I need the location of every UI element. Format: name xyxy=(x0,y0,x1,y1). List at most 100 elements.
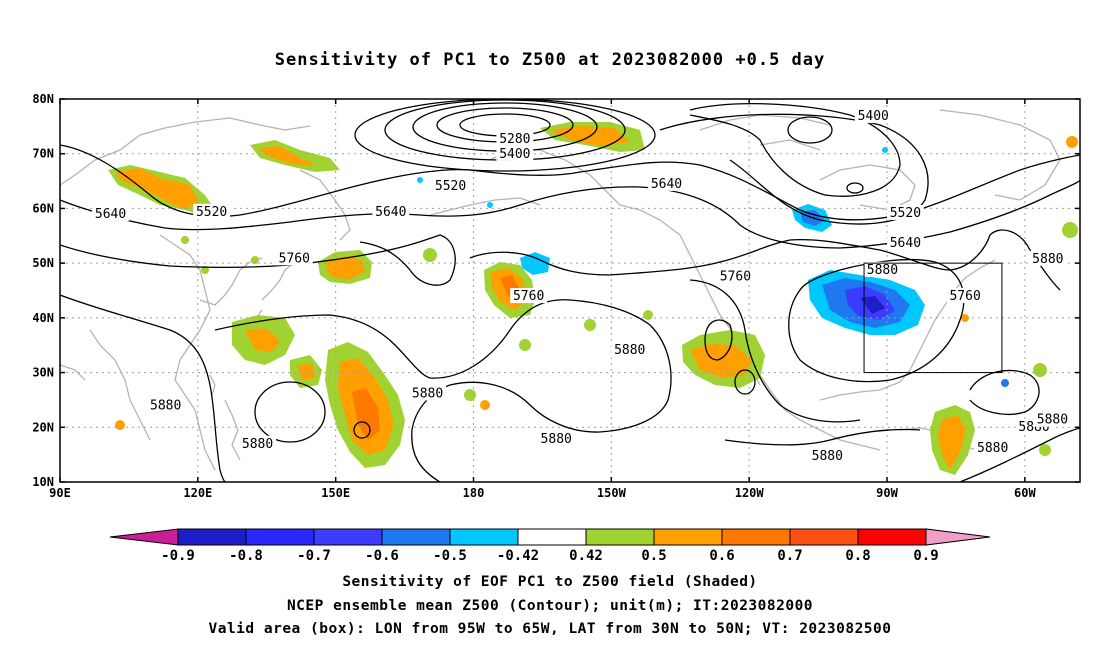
contour-label: 5760 xyxy=(949,289,980,304)
contour-label-bg xyxy=(808,447,846,463)
colorbar-segment xyxy=(381,528,451,546)
colorbar-label: 0.8 xyxy=(845,548,870,564)
contour-label-bg xyxy=(372,203,410,219)
grid-lines xyxy=(60,99,1080,482)
lat-label: 80N xyxy=(32,92,54,106)
colorbar-segment xyxy=(449,528,519,546)
contour-label: 5760 xyxy=(720,269,751,284)
contour-label: 5520 xyxy=(196,205,227,220)
colorbar-label: 0.6 xyxy=(709,548,734,564)
valid-area-box xyxy=(863,262,1003,374)
caption-valid-area: Valid area (box): LON from 95W to 65W, L… xyxy=(208,621,892,637)
lat-label: 20N xyxy=(32,420,54,434)
contour-label-bg xyxy=(854,108,892,124)
contour-label: 5520 xyxy=(890,206,921,221)
colorbar-label: -0.9 xyxy=(161,548,195,564)
colorbar-label: -0.42 xyxy=(497,548,539,564)
lon-label: 150W xyxy=(597,486,627,500)
contour-label-bg xyxy=(409,385,446,401)
contour-label-bg xyxy=(1029,250,1067,266)
contour-label: 5280 xyxy=(499,132,530,147)
colorbar-left-arrow xyxy=(109,528,179,546)
lon-label: 60W xyxy=(1014,486,1036,500)
contour-label-bg xyxy=(496,131,534,147)
z500-contours xyxy=(60,99,1080,482)
contour-label: 5880 xyxy=(977,441,1008,456)
lat-label: 70N xyxy=(32,147,54,161)
contour-label: 5880 xyxy=(1037,413,1068,428)
contour-label-bg xyxy=(717,268,754,284)
contour-label: 5520 xyxy=(435,179,466,194)
colorbar-segment xyxy=(177,528,247,546)
contour-label: 5880 xyxy=(1032,252,1063,267)
colorbar-label: -0.5 xyxy=(433,548,467,564)
colorbar-right-arrow xyxy=(925,528,991,546)
colorbar-label: -0.6 xyxy=(365,548,399,564)
colorbar: -0.9 -0.8 -0.7 -0.6 -0.5 -0.42 0.42 0.5 0.6 0.7 0.… xyxy=(109,528,991,564)
contour-label-bg xyxy=(1034,411,1071,427)
contour-label-bg xyxy=(946,288,984,304)
contour-label: 5760 xyxy=(279,251,310,266)
sensitivity-shading xyxy=(108,122,1078,475)
contour-label: 5880 xyxy=(812,449,843,464)
colorbar-label: 0.42 xyxy=(569,548,603,564)
contour-label: 5640 xyxy=(375,205,406,220)
colorbar-label: 0.5 xyxy=(641,548,666,564)
lon-label: 90W xyxy=(876,486,898,500)
caption-contour: NCEP ensemble mean Z500 (Contour); unit(… xyxy=(286,598,814,614)
contour-label-bg xyxy=(496,145,534,161)
contour-label-bg xyxy=(193,203,231,219)
colorbar-segment xyxy=(789,528,859,546)
colorbar-segment xyxy=(653,528,723,546)
lon-label: 90E xyxy=(49,486,71,500)
lat-label: 10N xyxy=(32,475,54,489)
lon-label: 120W xyxy=(735,486,765,500)
contour-label: 5400 xyxy=(858,109,889,124)
contour-label: 5880 xyxy=(867,263,898,278)
colorbar-segment xyxy=(517,528,587,546)
contour-label: 5880 xyxy=(150,398,181,413)
colorbar-segment xyxy=(245,528,315,546)
contour-label-bg xyxy=(974,440,1012,456)
contour-label-bg xyxy=(92,205,129,221)
contour-label-bg xyxy=(239,435,276,451)
contour-label-bg xyxy=(537,430,575,446)
figure-title: Sensitivity of PC1 to Z500 at 2023082000… xyxy=(274,50,826,70)
colorbar-label: -0.7 xyxy=(297,548,331,564)
contour-label: 5400 xyxy=(499,147,530,162)
contour-label-bg xyxy=(432,178,469,194)
contour-label-bg xyxy=(611,342,649,358)
contour-label: 5640 xyxy=(890,236,921,251)
longitude-axis: 90E 120E 150E 180 150W 120W 90W 60W xyxy=(49,99,1036,500)
contour-label-bg xyxy=(887,234,924,250)
lon-label: 120E xyxy=(183,486,212,500)
contour-label: 5640 xyxy=(651,177,682,192)
colorbar-label: 0.7 xyxy=(777,548,802,564)
colorbar-segment xyxy=(313,528,383,546)
contour-label: 5640 xyxy=(95,207,126,222)
colorbar-segment xyxy=(721,528,791,546)
contour-label-bg xyxy=(648,175,685,191)
contour-label-bg xyxy=(275,250,313,266)
lon-label: 180 xyxy=(463,486,485,500)
lat-label: 40N xyxy=(32,311,54,325)
contour-label: 5760 xyxy=(513,289,544,304)
lon-label: 150E xyxy=(321,486,350,500)
contour-label-bg xyxy=(887,204,924,220)
latitude-axis: 80N 70N 60N 50N 40N 30N 20N 10N xyxy=(32,92,1080,489)
colorbar-label: 0.9 xyxy=(913,548,938,564)
plot-frame xyxy=(59,98,1081,483)
contour-label-bg xyxy=(510,288,548,304)
contour-label: 5880 xyxy=(242,437,273,452)
contour-label: 5880 xyxy=(541,432,572,447)
contour-label-bg xyxy=(147,397,185,413)
contour-label-bg xyxy=(864,261,901,277)
lat-label: 50N xyxy=(32,256,54,270)
lat-label: 30N xyxy=(32,366,54,380)
contour-label: 5880 xyxy=(412,386,443,401)
colorbar-segment xyxy=(857,528,927,546)
colorbar-label: -0.8 xyxy=(229,548,263,564)
contour-label: 5880 xyxy=(614,343,645,358)
